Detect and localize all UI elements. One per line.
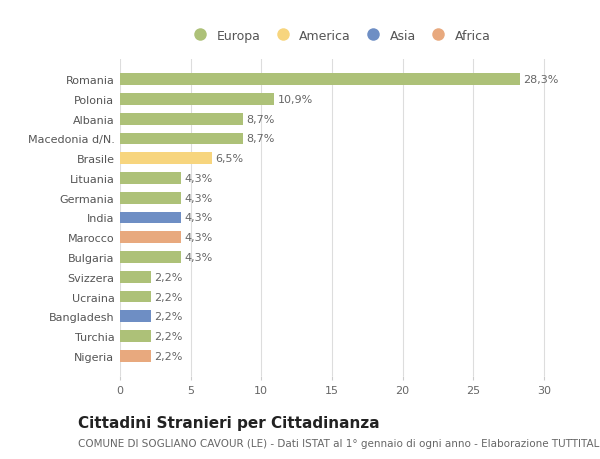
Bar bbox=[120, 291, 151, 303]
Bar bbox=[120, 192, 181, 204]
Text: 2,2%: 2,2% bbox=[155, 312, 183, 322]
Text: Cittadini Stranieri per Cittadinanza: Cittadini Stranieri per Cittadinanza bbox=[78, 415, 380, 431]
Bar bbox=[120, 212, 181, 224]
Text: 6,5%: 6,5% bbox=[215, 154, 244, 164]
Bar bbox=[120, 330, 151, 342]
Text: 8,7%: 8,7% bbox=[247, 114, 275, 124]
Text: 28,3%: 28,3% bbox=[523, 75, 559, 85]
Text: 10,9%: 10,9% bbox=[278, 95, 313, 105]
Text: 2,2%: 2,2% bbox=[155, 292, 183, 302]
Bar bbox=[120, 74, 520, 86]
Text: COMUNE DI SOGLIANO CAVOUR (LE) - Dati ISTAT al 1° gennaio di ogni anno - Elabora: COMUNE DI SOGLIANO CAVOUR (LE) - Dati IS… bbox=[78, 438, 600, 448]
Text: 8,7%: 8,7% bbox=[247, 134, 275, 144]
Bar bbox=[120, 133, 243, 145]
Bar bbox=[120, 153, 212, 165]
Bar bbox=[120, 311, 151, 323]
Bar bbox=[120, 350, 151, 362]
Text: 4,3%: 4,3% bbox=[184, 193, 212, 203]
Bar bbox=[120, 271, 151, 283]
Text: 4,3%: 4,3% bbox=[184, 213, 212, 223]
Bar bbox=[120, 94, 274, 106]
Bar bbox=[120, 173, 181, 185]
Text: 4,3%: 4,3% bbox=[184, 252, 212, 263]
Text: 4,3%: 4,3% bbox=[184, 233, 212, 243]
Text: 4,3%: 4,3% bbox=[184, 174, 212, 184]
Bar bbox=[120, 113, 243, 125]
Legend: Europa, America, Asia, Africa: Europa, America, Asia, Africa bbox=[182, 25, 496, 48]
Bar bbox=[120, 232, 181, 244]
Text: 2,2%: 2,2% bbox=[155, 272, 183, 282]
Text: 2,2%: 2,2% bbox=[155, 331, 183, 341]
Bar bbox=[120, 252, 181, 263]
Text: 2,2%: 2,2% bbox=[155, 351, 183, 361]
